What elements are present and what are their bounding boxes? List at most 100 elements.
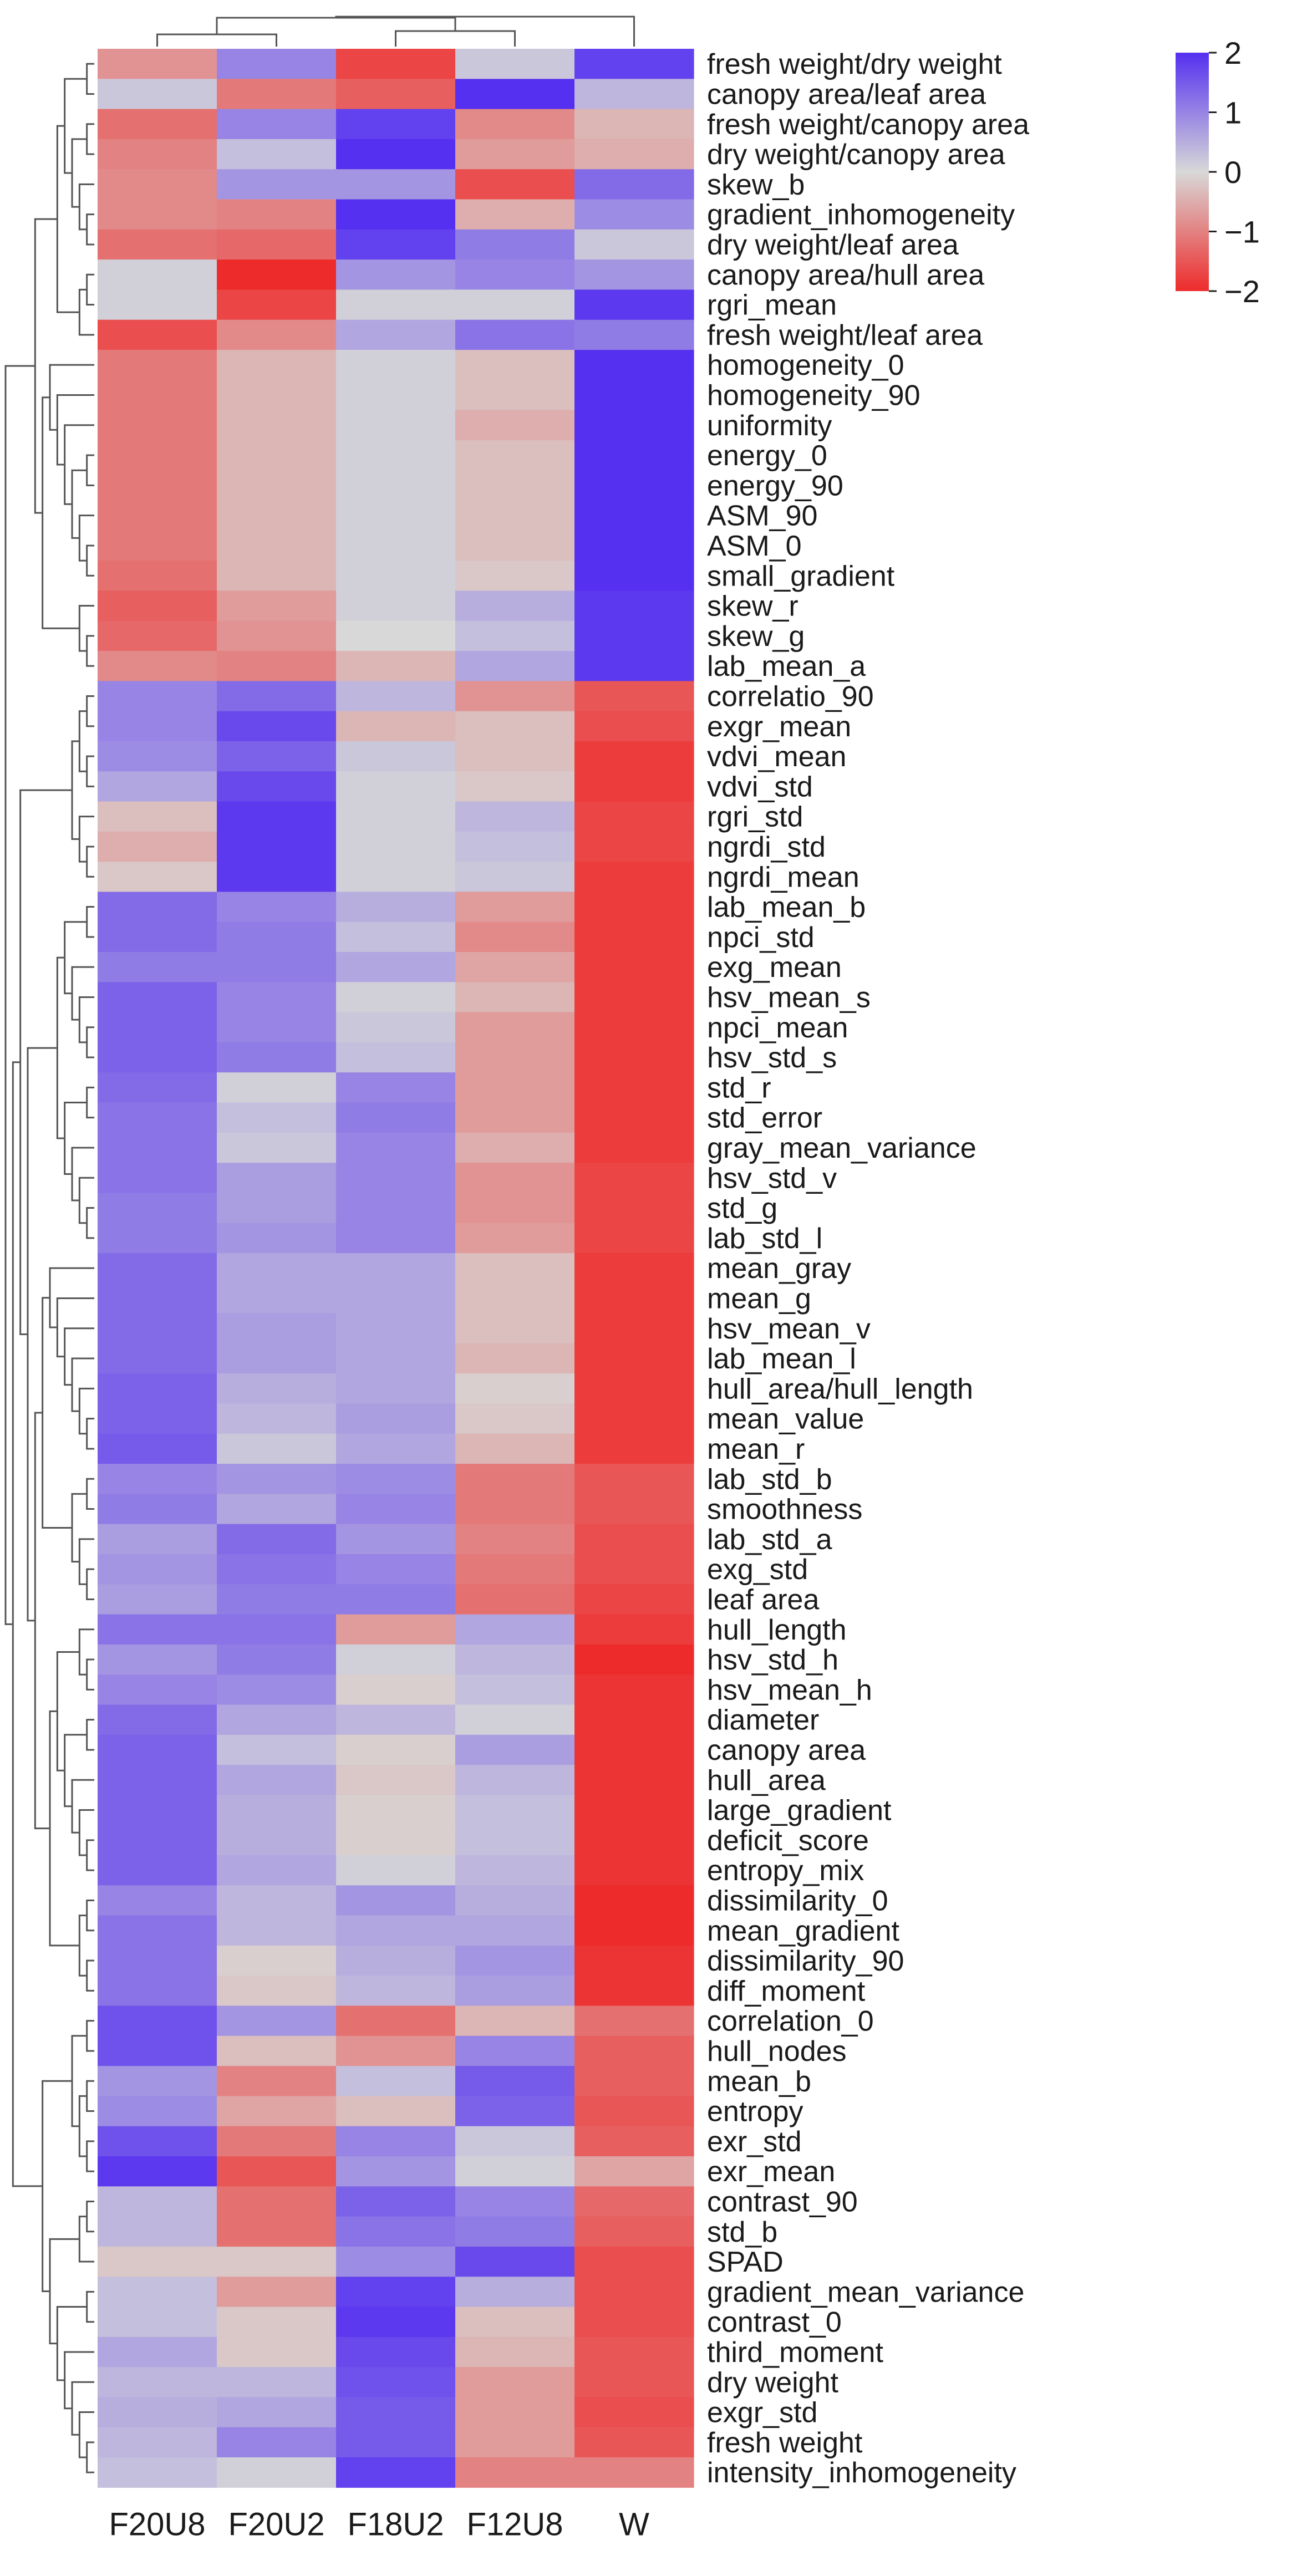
heatmap-cell	[336, 801, 456, 832]
row-dendrogram-link	[71, 1779, 94, 1834]
heatmap-cell	[574, 771, 694, 802]
row-label: uniformity	[707, 410, 832, 442]
row-dendrogram-link	[86, 544, 94, 577]
row-label: skew_r	[707, 590, 799, 623]
heatmap-cell	[98, 2336, 217, 2368]
heatmap-cell	[455, 2246, 575, 2277]
heatmap-cell	[574, 1132, 694, 1163]
heatmap-cell	[217, 620, 337, 651]
heatmap-cell	[217, 892, 337, 923]
row-label: ASM_90	[707, 500, 817, 532]
row-label: hull_area/hull_length	[707, 1373, 973, 1405]
heatmap-cell	[574, 259, 694, 290]
heatmap-cell	[336, 952, 456, 982]
heatmap-cell	[336, 229, 456, 260]
heatmap-cell	[98, 982, 217, 1013]
heatmap-cell	[217, 2066, 337, 2096]
heatmap-cell	[217, 1253, 337, 1284]
column-label: W	[619, 2506, 649, 2542]
heatmap-cell	[574, 1554, 694, 1585]
column-dendrogram-link	[395, 30, 516, 47]
heatmap-cell	[217, 2246, 337, 2277]
heatmap-cell	[217, 169, 337, 200]
heatmap-cell	[217, 1825, 337, 1856]
heatmap-cell	[217, 1915, 337, 1946]
column-label: F20U8	[109, 2506, 205, 2542]
heatmap-cell	[98, 922, 217, 953]
row-label: hull_nodes	[707, 2035, 847, 2068]
heatmap-cell	[98, 169, 217, 200]
row-label: energy_0	[707, 440, 827, 472]
row-label: fresh weight/canopy area	[707, 109, 1029, 141]
heatmap-cell	[455, 1464, 575, 1494]
row-dendrogram-link	[71, 1147, 94, 1202]
row-label: rgri_std	[707, 801, 803, 833]
heatmap-cell	[336, 2367, 456, 2397]
heatmap-cell	[455, 289, 575, 320]
heatmap-cell	[217, 1283, 337, 1314]
row-label: energy_90	[707, 470, 843, 502]
row-dendrogram-link	[86, 1959, 94, 1992]
heatmap-cell	[217, 1734, 337, 1765]
row-label: mean_r	[707, 1433, 805, 1465]
heatmap-cell	[574, 1795, 694, 1826]
heatmap-cell	[574, 1042, 694, 1073]
heatmap-cell	[98, 1554, 217, 1585]
heatmap-cell	[336, 1976, 456, 2007]
row-dendrogram-link	[86, 1719, 94, 1751]
heatmap-cell	[574, 2307, 694, 2338]
heatmap-cell	[455, 651, 575, 681]
heatmap-cell	[336, 681, 456, 712]
heatmap-cell	[455, 2457, 575, 2488]
heatmap-cell	[217, 1765, 337, 1795]
heatmap-cell	[574, 1584, 694, 1615]
heatmap-cell	[217, 651, 337, 681]
heatmap-cell	[574, 169, 694, 200]
heatmap-cell	[98, 49, 217, 79]
heatmap-cell	[574, 2005, 694, 2037]
row-label: gray_mean_variance	[707, 1132, 977, 1164]
row-label: diff_moment	[707, 1975, 866, 2007]
row-label: exr_mean	[707, 2156, 835, 2188]
heatmap-cell	[574, 1283, 694, 1314]
heatmap-cell	[336, 1614, 456, 1645]
heatmap-cell	[98, 1674, 217, 1706]
heatmap-cell	[336, 380, 456, 411]
row-label: std_b	[707, 2216, 777, 2248]
row-dendrogram-link	[86, 454, 94, 486]
row-dendrogram-link	[64, 1734, 87, 1808]
row-dendrogram-link	[86, 1418, 94, 1450]
row-label: large_gradient	[707, 1795, 892, 1827]
heatmap-cell	[98, 79, 217, 110]
heatmap-cell	[217, 1102, 337, 1133]
heatmap-cell	[455, 2307, 575, 2338]
row-label: entropy_mix	[707, 1855, 864, 1887]
row-label: gradient_inhomogeneity	[707, 199, 1015, 231]
heatmap-cell	[217, 952, 337, 982]
heatmap-cell	[217, 561, 337, 591]
row-dendrogram-link	[4, 365, 35, 1625]
heatmap-cell	[336, 289, 456, 320]
heatmap-cell	[574, 229, 694, 260]
row-dendrogram-link	[64, 921, 87, 995]
row-label: correlation_0	[707, 2005, 874, 2038]
heatmap-cell	[98, 2457, 217, 2488]
heatmap-cell	[217, 2307, 337, 2338]
heatmap-cell	[217, 2367, 337, 2397]
heatmap-cell	[574, 350, 694, 380]
heatmap-cell	[574, 1433, 694, 1464]
row-label: vdvi_mean	[707, 741, 846, 773]
heatmap-cell	[574, 711, 694, 742]
heatmap-cell	[336, 1734, 456, 1765]
heatmap-cell	[574, 2126, 694, 2157]
heatmap-cell	[336, 1855, 456, 1886]
heatmap-cell	[98, 289, 217, 320]
heatmap-cell	[574, 982, 694, 1013]
row-label: hsv_std_h	[707, 1644, 838, 1676]
heatmap-cell	[98, 1042, 217, 1073]
row-label: ASM_0	[707, 530, 802, 562]
row-dendrogram-link	[64, 1102, 87, 1175]
row-dendrogram-link	[86, 1478, 94, 1510]
heatmap-cell	[574, 1343, 694, 1374]
column-label: F18U2	[347, 2506, 444, 2542]
